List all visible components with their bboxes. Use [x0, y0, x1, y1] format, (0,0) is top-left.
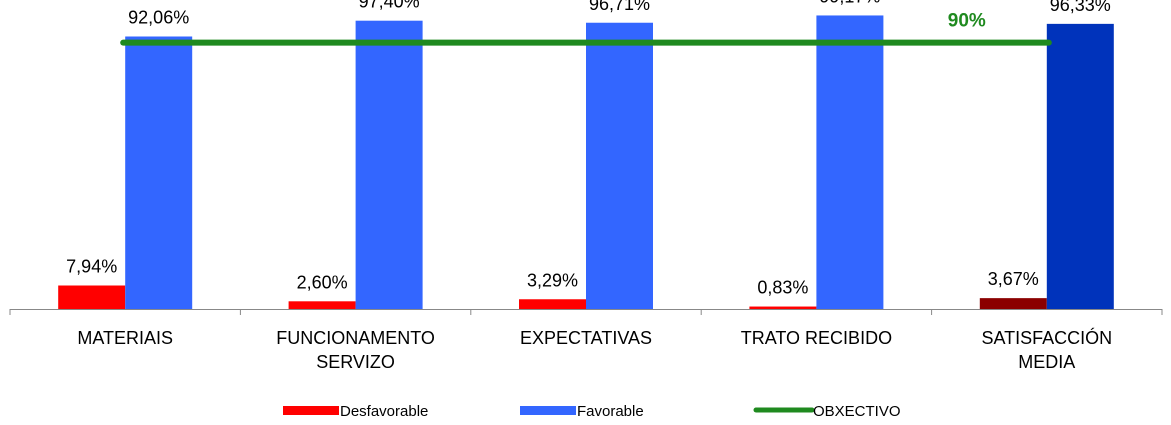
target-line-layer: 90% — [120, 11, 1052, 46]
legend-label-2: OBXECTIVO — [813, 403, 901, 420]
bar-favorable-3 — [816, 15, 884, 310]
data-label-desfavorable-2: 3,29% — [527, 270, 578, 290]
legend-label-0: Desfavorable — [340, 403, 428, 420]
data-label-favorable-1: 97,40% — [359, 0, 420, 12]
x-tick-label-1: SERVIZO — [316, 352, 395, 372]
bar-desfavorable-1 — [288, 301, 356, 309]
data-label-desfavorable-3: 0,83% — [757, 278, 808, 298]
legend: Desfavorable Favorable OBXECTIVO — [283, 403, 901, 420]
x-tick-label-1: FUNCIONAMENTO — [276, 328, 435, 348]
x-tick-label-0: MATERIAIS — [77, 328, 173, 348]
x-tick-label-3: TRATO RECIBIDO — [741, 328, 892, 348]
legend-label-1: Favorable — [577, 403, 644, 420]
data-labels-layer: 7,94% 92,06% 2,60% 97,40% 3,29% 96,71% 0,83% 99… — [66, 0, 1111, 298]
bar-desfavorable-0 — [58, 285, 126, 309]
data-label-desfavorable-0: 7,94% — [66, 256, 117, 276]
legend-swatch-1 — [520, 406, 576, 415]
x-axis: MATERIAIS FUNCIONAMENTO SERVIZO EXPECTATIVA… — [9, 309, 1163, 372]
bar-desfavorable-4 — [979, 298, 1047, 309]
bar-desfavorable-3 — [749, 306, 817, 309]
data-label-favorable-3: 99,17% — [819, 0, 880, 6]
data-label-favorable-4: 96,33% — [1050, 0, 1111, 15]
bar-favorable-1 — [355, 20, 423, 310]
data-label-favorable-2: 96,71% — [589, 0, 650, 14]
data-label-favorable-0: 92,06% — [128, 8, 189, 28]
target-line-label: 90% — [948, 11, 986, 32]
bar-favorable-4 — [1046, 23, 1114, 310]
bar-favorable-0 — [125, 36, 193, 309]
x-tick-label-2: EXPECTATIVAS — [520, 328, 652, 348]
legend-swatch-0 — [283, 406, 339, 415]
bars-layer — [58, 15, 1114, 310]
data-label-desfavorable-1: 2,60% — [297, 272, 348, 292]
data-label-desfavorable-4: 3,67% — [988, 269, 1039, 289]
x-tick-label-4: SATISFACCIÓN — [981, 327, 1112, 348]
bar-favorable-2 — [586, 22, 653, 309]
bar-desfavorable-2 — [519, 299, 586, 309]
x-tick-label-4: MEDIA — [1018, 352, 1075, 372]
